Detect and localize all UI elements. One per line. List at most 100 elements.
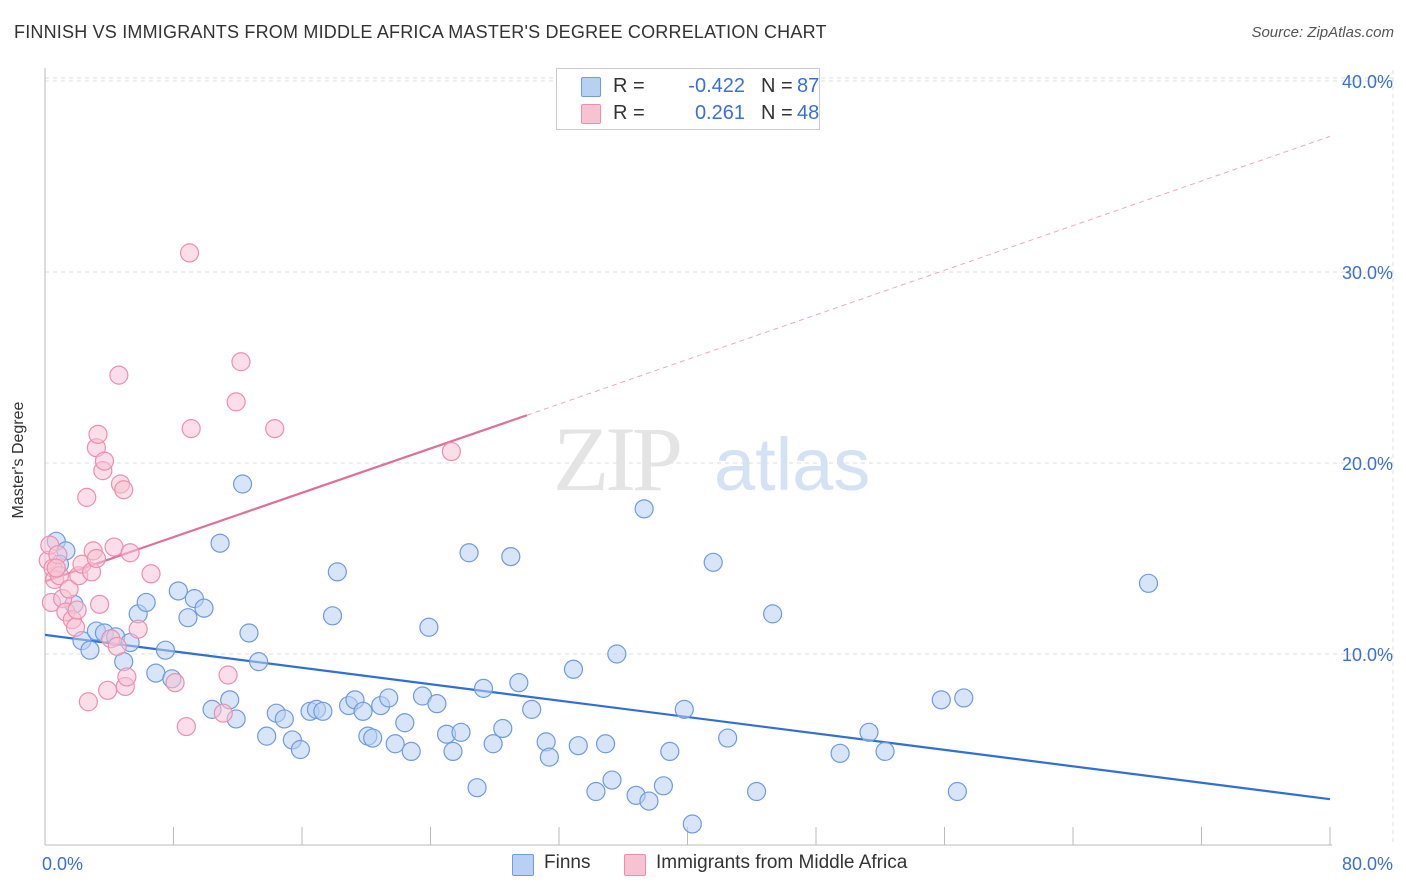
- africa-trend-line: [44, 414, 528, 583]
- africa-point: [94, 451, 115, 471]
- finns-point: [313, 701, 333, 721]
- finns-point: [232, 474, 253, 494]
- finns-point: [568, 736, 588, 756]
- chart-title: FINNISH VS IMMIGRANTS FROM MIDDLE AFRICA…: [14, 22, 827, 42]
- finns-point: [146, 663, 166, 683]
- africa-point: [109, 365, 129, 385]
- finns-point: [427, 694, 447, 714]
- africa-point: [117, 667, 137, 687]
- finns-point: [639, 791, 659, 811]
- finns-point: [395, 713, 415, 733]
- africa-point: [65, 617, 86, 637]
- watermark-zip: ZIP: [553, 408, 680, 510]
- africa-point: [218, 665, 238, 685]
- y-tick-label: 10.0%: [1342, 645, 1393, 665]
- africa-point: [181, 419, 201, 439]
- africa-point: [120, 543, 140, 563]
- finns-point: [653, 776, 674, 796]
- finns-point: [194, 598, 214, 618]
- finns-point: [539, 747, 559, 767]
- finns-point: [451, 722, 471, 742]
- r-value: 0.261: [694, 102, 745, 124]
- africa-point: [86, 548, 107, 569]
- finns-point: [1138, 573, 1159, 593]
- africa-trend-extrapolation: [526, 135, 1331, 416]
- africa-point: [165, 673, 185, 693]
- finns-point: [954, 688, 974, 708]
- africa-point: [88, 424, 108, 444]
- africa-point: [179, 243, 200, 263]
- africa-point: [114, 480, 134, 500]
- finns-point: [385, 734, 405, 754]
- r-label: R =: [613, 75, 645, 97]
- n-label: N =: [761, 102, 793, 124]
- africa-point: [78, 692, 98, 712]
- legend-label: Immigrants from Middle Africa: [656, 852, 908, 873]
- finns-point: [718, 728, 738, 748]
- tick-labels: 10.0% 20.0% 30.0% 40.0% 0.0% 80.0%: [42, 72, 1393, 874]
- watermark-atlas: atlas: [714, 423, 870, 506]
- africa-point: [441, 441, 461, 462]
- n-label: N =: [761, 75, 793, 97]
- finns-point: [674, 699, 694, 719]
- finns-point: [563, 659, 584, 679]
- finns-point: [473, 678, 494, 698]
- finns-point: [875, 741, 895, 762]
- finns-point: [136, 592, 156, 613]
- x-tick-label-min: 0.0%: [42, 854, 83, 874]
- africa-point: [176, 716, 196, 737]
- r-label: R =: [613, 102, 645, 124]
- n-value: 48: [797, 102, 820, 124]
- africa-legend-swatch: [624, 854, 646, 876]
- finns-point: [595, 734, 616, 754]
- africa-point: [265, 419, 285, 439]
- finns-point: [522, 699, 542, 719]
- africa-point: [67, 600, 87, 620]
- y-tick-label: 40.0%: [1342, 72, 1393, 92]
- finns-point: [363, 728, 383, 748]
- africa-point: [104, 537, 124, 557]
- finns-swatch: [581, 77, 601, 97]
- finns-point: [493, 718, 513, 739]
- africa-point: [90, 594, 110, 614]
- y-tick-label: 20.0%: [1342, 454, 1393, 474]
- source-label: Source: ZipAtlas.com: [1251, 24, 1394, 41]
- finns-point: [830, 743, 850, 763]
- stats-legend: R = -0.422 N = 87 R = 0.261 N = 48: [556, 68, 820, 130]
- r-value: -0.422: [688, 75, 745, 97]
- finns-point: [168, 581, 188, 601]
- africa-point: [77, 487, 97, 507]
- finns-point: [509, 673, 529, 693]
- finns-point: [210, 533, 230, 553]
- finns-point: [443, 741, 463, 762]
- finns-point: [931, 690, 951, 710]
- africa-points: [38, 243, 461, 737]
- finns-point: [602, 770, 622, 790]
- africa-point: [59, 579, 79, 599]
- finns-point: [353, 701, 373, 721]
- finns-point: [501, 546, 521, 567]
- finns-point: [290, 739, 310, 760]
- x-tick-label-max: 80.0%: [1342, 854, 1393, 874]
- finns-point: [947, 781, 967, 802]
- finns-point: [249, 652, 269, 672]
- africa-point: [231, 352, 251, 372]
- legend-label: Finns: [544, 852, 591, 873]
- finns-point: [634, 499, 654, 519]
- finns-point: [682, 814, 702, 834]
- n-value: 87: [797, 75, 820, 97]
- finns-point: [274, 709, 294, 729]
- finns-point: [703, 552, 723, 572]
- y-tick-label: 30.0%: [1342, 263, 1393, 283]
- finns-point: [155, 640, 176, 660]
- finns-point: [239, 623, 259, 643]
- africa-point: [128, 619, 148, 639]
- finns-point: [80, 640, 100, 660]
- africa-point: [46, 558, 66, 578]
- finns-point: [322, 606, 343, 626]
- finns-point: [607, 644, 627, 664]
- africa-point: [98, 680, 118, 700]
- africa-swatch: [581, 104, 601, 124]
- finns-point: [257, 726, 277, 746]
